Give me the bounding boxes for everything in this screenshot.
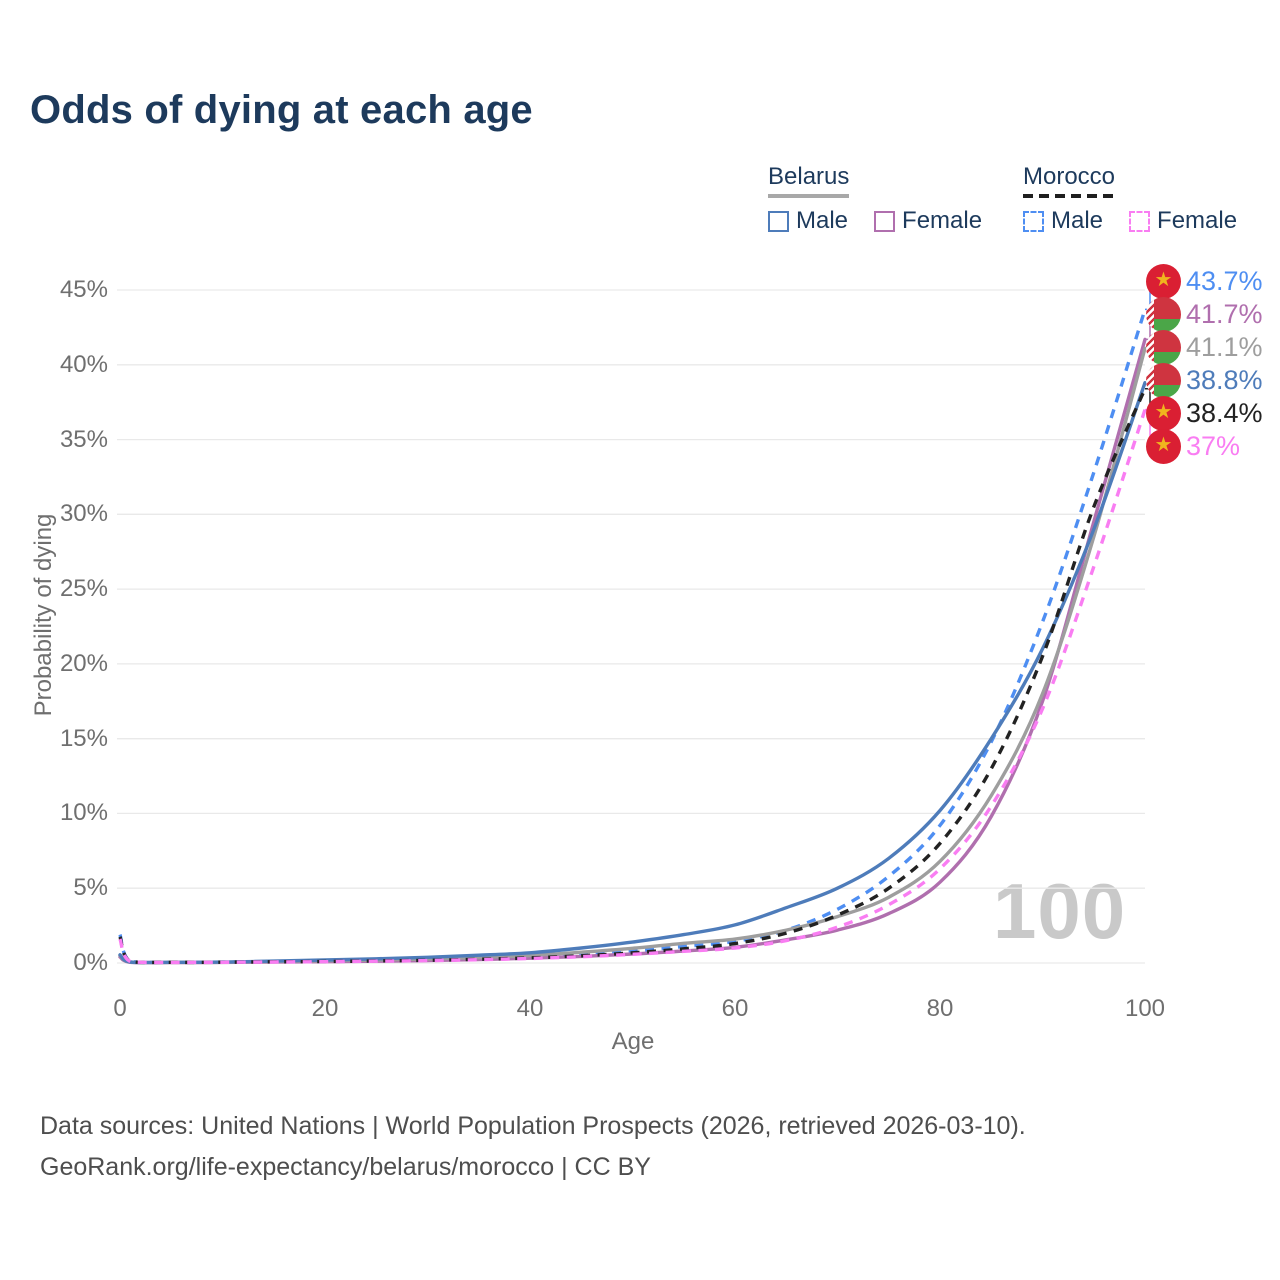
legend-items-morocco: Male Female [1023,207,1237,235]
x-tick-20: 20 [311,995,339,1022]
legend-item-label: Male [796,207,849,234]
legend-header-line-dashed [1023,194,1116,198]
end-label-value: 43.7% [1186,265,1263,296]
footer: Data sources: United Nations | World Pop… [40,1106,1026,1187]
y-tick-35-: 35% [59,425,108,453]
y-tick-25-: 25% [59,575,108,603]
end-label-belarus-male: 38.8% [1146,362,1263,398]
legend-swatch-icon [874,210,896,232]
y-tick-15-: 15% [59,724,108,752]
star-icon: ★ [1154,269,1173,291]
page-title: Odds of dying at each age [30,88,533,132]
legend-header-morocco: Morocco [1023,163,1116,198]
end-label-belarus-female: 41.7% [1146,296,1263,332]
star-icon: ★ [1154,401,1173,423]
y-tick-0-: 0% [73,949,108,976]
legend-swatch-icon [768,210,789,232]
legend-item-belarus-female[interactable]: Female [874,207,982,235]
watermark-age: 100 [993,867,1127,955]
x-axis-title: Age [611,1028,655,1055]
legend-items-belarus: Male Female [768,207,982,235]
legend-swatch-icon [1023,210,1044,232]
legend-group-morocco: Morocco Male Female [1023,163,1237,235]
morocco-flag-icon: ★ [1146,395,1181,431]
legend-group-belarus: Belarus Male Female [768,163,982,235]
legend-item-label: Female [902,207,983,234]
morocco-flag-icon: ★ [1146,428,1181,464]
belarus-flag-icon [1146,362,1181,398]
series-line-morocco-male [118,308,1147,965]
y-tick-10-: 10% [59,799,108,827]
legend-swatch-icon [1129,210,1151,232]
end-label-value: 38.4% [1186,397,1263,428]
legend-item-label: Female [1157,207,1238,234]
y-tick-40-: 40% [59,350,108,378]
belarus-flag-icon [1146,296,1181,332]
y-tick-30-: 30% [59,500,108,528]
x-tick-80: 80 [926,995,954,1022]
end-label-morocco-male: ★ 43.7% [1146,263,1263,299]
y-axis-title: Probability of dying [30,513,57,717]
x-tick-100: 100 [1124,995,1166,1022]
legend-header-belarus: Belarus [768,163,850,198]
morocco-flag-icon: ★ [1146,263,1181,299]
series-line-belarus-both-sexes [118,346,1147,965]
x-tick-0: 0 [113,995,127,1022]
legend-item-label: Male [1051,207,1104,234]
footer-source-line: Data sources: United Nations | World Pop… [40,1112,1026,1140]
end-label-value: 37% [1186,430,1241,461]
belarus-flag-icon [1146,329,1181,365]
x-tick-60: 60 [721,995,749,1022]
end-label-morocco-female: ★ 37% [1146,428,1240,464]
series-line-belarus-male [118,381,1147,965]
end-label-value: 41.1% [1186,331,1263,362]
legend-header-label: Morocco [1023,163,1116,190]
y-tick-45-: 45% [59,276,108,303]
x-tick-40: 40 [516,995,544,1022]
y-tick-20-: 20% [59,649,108,677]
star-icon: ★ [1154,434,1173,456]
end-label-value: 38.8% [1186,364,1263,395]
footer-attribution-line: GeoRank.org/life-expectancy/belarus/moro… [40,1152,651,1181]
legend-item-morocco-male[interactable]: Male [1023,207,1103,235]
legend-header-label: Belarus [768,163,850,190]
end-label-morocco-both-sexes: ★ 38.4% [1146,395,1263,431]
y-tick-5-: 5% [73,874,108,902]
end-label-value: 41.7% [1186,298,1263,329]
series-line-morocco-both-sexes [118,388,1147,965]
legend-header-line-solid [768,194,850,198]
end-label-belarus-both-sexes: 41.1% [1146,329,1263,365]
legend-item-morocco-female[interactable]: Female [1129,207,1237,235]
series-line-belarus-female [118,337,1147,965]
series-line-morocco-female [118,409,1147,965]
legend-item-belarus-male[interactable]: Male [768,207,848,235]
